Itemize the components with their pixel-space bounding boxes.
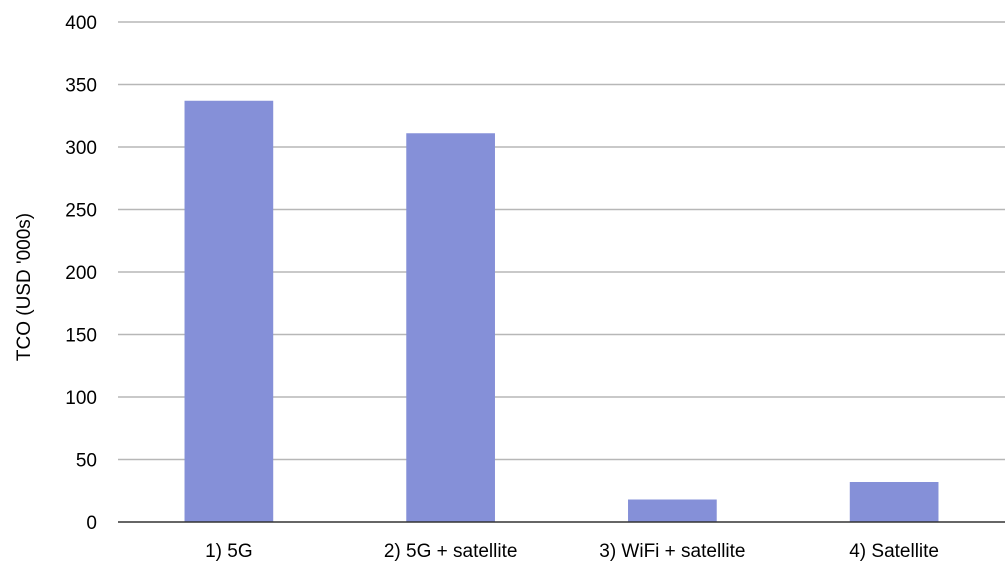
y-tick-labels: 0 50 100 150 200 250 300 350 400 [65, 13, 97, 534]
y-tick-label: 200 [65, 263, 97, 284]
bars [184, 100, 939, 522]
y-tick-label: 100 [65, 388, 97, 409]
x-tick-label: 1) 5G [205, 541, 253, 562]
x-tick-label: 2) 5G + satellite [384, 541, 518, 562]
y-tick-label: 400 [65, 13, 97, 34]
x-tick-label: 4) Satellite [849, 541, 939, 562]
bar [406, 133, 495, 522]
y-tick-label: 150 [65, 326, 97, 347]
bar [628, 499, 717, 522]
y-tick-label: 250 [65, 201, 97, 222]
bar [184, 100, 274, 522]
bar [849, 482, 939, 522]
y-axis-title: TCO (USD '000s) [14, 213, 35, 361]
y-tick-label: 350 [65, 76, 97, 97]
x-tick-label: 3) WiFi + satellite [599, 541, 745, 562]
y-tick-label: 50 [76, 451, 97, 472]
x-tick-labels: 1) 5G 2) 5G + satellite 3) WiFi + satellit… [205, 541, 939, 562]
y-tick-label: 0 [86, 513, 97, 534]
y-tick-label: 300 [65, 138, 97, 159]
